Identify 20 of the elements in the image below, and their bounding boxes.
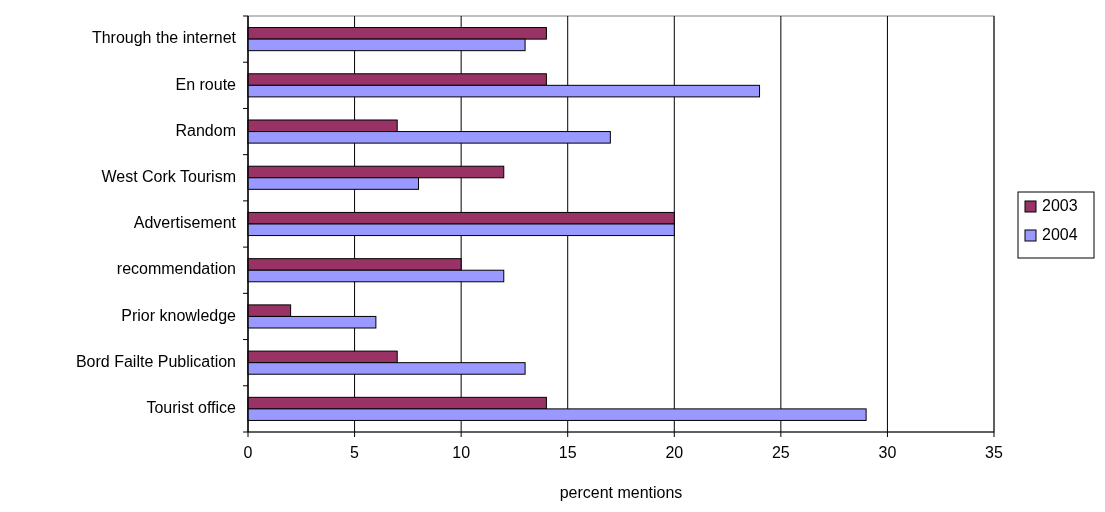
x-axis-title: percent mentions	[559, 484, 683, 501]
y-tick-label: Advertisement	[133, 214, 237, 232]
x-tick-label: 30	[878, 444, 897, 461]
y-tick-label: West Cork Tourism	[101, 168, 236, 186]
x-tick-label: 35	[985, 444, 1003, 461]
legend-label: 2003	[1042, 197, 1078, 215]
y-tick-label: Tourist office	[146, 399, 237, 417]
x-tick-label: 10	[452, 444, 471, 461]
y-tick-label: Random	[175, 121, 236, 139]
x-tick-label: 5	[350, 444, 360, 461]
y-tick-label: Through the internet	[91, 29, 237, 47]
x-tick-label: 0	[243, 444, 253, 461]
x-tick-label: 20	[665, 444, 684, 461]
x-tick-label: 15	[558, 444, 577, 461]
x-tick-label: 25	[771, 444, 790, 461]
y-tick-label: Prior knowledge	[121, 306, 237, 324]
y-tick-label: Bord Failte Publication	[75, 352, 236, 370]
legend-label: 2004	[1042, 226, 1078, 244]
y-tick-label: En route	[175, 75, 237, 93]
y-tick-label: recommendation	[116, 260, 236, 278]
